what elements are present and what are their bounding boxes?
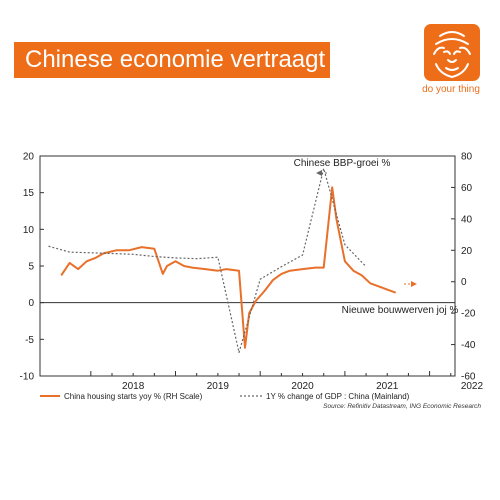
y-right-tick-label: -20 [461,309,476,320]
y-right-tick-label: 80 [461,152,473,163]
plot-frame [39,155,456,377]
x-tick-label: 2018 [122,381,145,392]
page-title: Chinese economie vertraagt [14,42,330,78]
housing-annotation: Nieuwe bouwwerven joj % [342,305,459,316]
y-left-tick-label: -5 [25,335,34,346]
chart-axes [39,155,456,377]
y-right-tick-label: -40 [461,340,476,351]
housing-annotation-arrowhead [411,281,417,287]
chart-series [48,167,397,354]
chart-annotations: Chinese BBP-groei % Nieuwe bouwwerven joj… [294,158,459,316]
x-tick-label: 2019 [207,381,230,392]
y-right-tick-label: 20 [461,246,473,257]
brand-tagline: do your thing [422,84,480,95]
y-right-tick-label: 40 [461,214,473,225]
housing-series-line [60,186,397,349]
chart-legend: China housing starts yoy % (RH Scale) 1Y … [40,392,481,410]
gdp-annotation: Chinese BBP-groei % [294,158,391,169]
y-left-tick-label: 10 [23,225,35,236]
legend-label-gdp: 1Y % change of GDP : China (Mainland) [266,392,410,401]
chart-ticks: -10 -5 0 5 10 15 20 -60 -40 -20 0 20 40 60 80 2018 2019 2… [20,152,484,393]
lion-logo-icon [424,24,480,81]
y-right-tick-label: 60 [461,183,473,194]
x-tick-label: 2020 [291,381,314,392]
y-right-tick-label: 0 [461,277,467,288]
x-tick-label: 2021 [376,381,399,392]
y-left-tick-label: 5 [28,262,34,273]
chart-source: Source: Refinitiv Datastream, ING Econom… [323,403,481,410]
y-left-tick-label: 15 [23,188,35,199]
legend-label-housing: China housing starts yoy % (RH Scale) [64,392,203,401]
y-left-tick-label: -10 [20,372,35,383]
line-chart: -10 -5 0 5 10 15 20 -60 -40 -20 0 20 40 60 80 2018 2019 2… [20,152,484,411]
gdp-annotation-arrowhead [316,170,322,176]
gdp-series-line [48,167,367,354]
y-left-tick-label: 0 [28,298,34,309]
x-tick-label: 2022 [461,381,484,392]
y-left-tick-label: 20 [23,152,35,163]
y-right-tick-label: -60 [461,372,476,383]
